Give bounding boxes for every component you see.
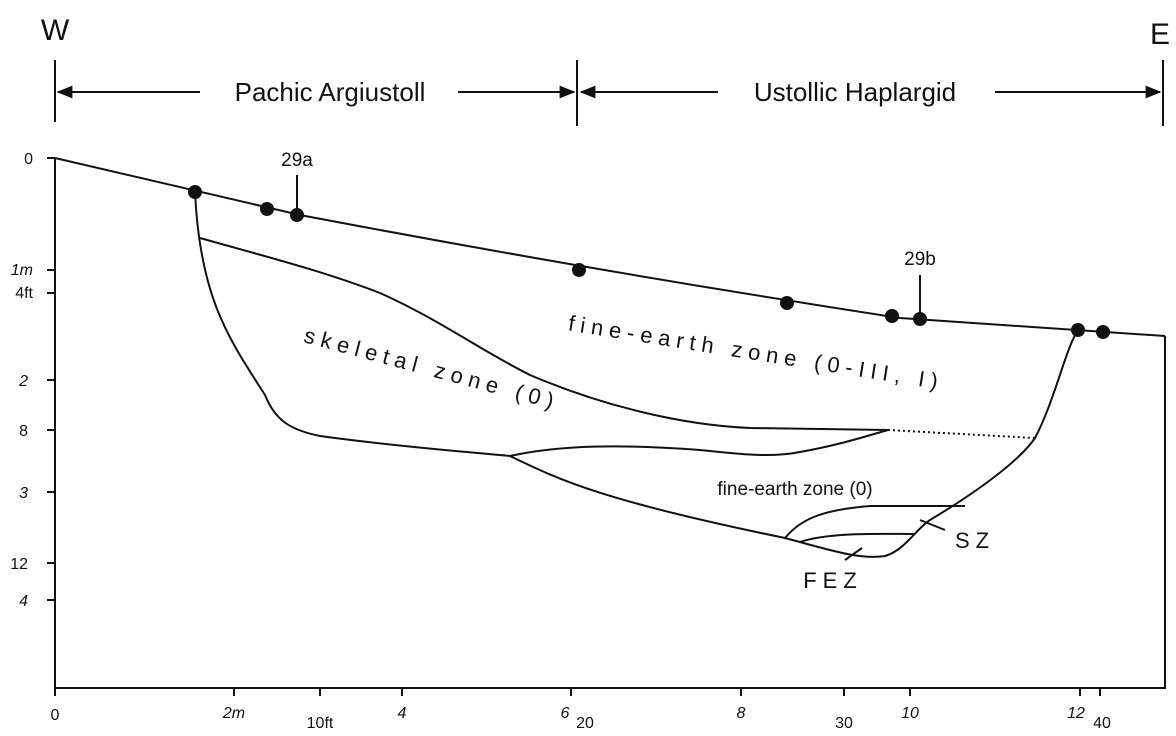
- distance-tick-label: 8: [737, 705, 746, 722]
- sample-points: [188, 185, 1110, 339]
- distance-tick-label: 2m: [222, 705, 245, 722]
- depth-tick-label: 0: [24, 151, 33, 168]
- sample-label: 29b: [904, 249, 936, 270]
- east-label: E: [1150, 18, 1170, 51]
- depth-tick-label: 4: [19, 593, 28, 610]
- distance-tick-label: 20: [576, 715, 594, 732]
- distance-tick-label: 10: [901, 705, 919, 722]
- depth-axis: 0 1m 4ft 2 8 3 12 4: [10, 151, 33, 610]
- depth-tick-label: 1m: [11, 262, 33, 279]
- zone-label: SZ: [955, 528, 995, 553]
- header-arrows: [55, 60, 1163, 126]
- depth-tick-label: 12: [10, 556, 28, 573]
- depth-tick-label: 2: [18, 373, 28, 390]
- distance-tick-label: 30: [835, 715, 853, 732]
- frame: [47, 158, 1165, 696]
- soil-label: Pachic Argiustoll: [235, 77, 426, 107]
- west-label: W: [41, 14, 70, 47]
- cross-section: W E Pachic Argiustoll Ustollic Haplargid…: [0, 0, 1176, 736]
- zone-label: fine-earth zone (0-III, I): [567, 311, 946, 395]
- zone-boundaries: [195, 175, 1078, 560]
- distance-tick-label: 12: [1067, 705, 1085, 722]
- distance-tick-label: 6: [561, 705, 570, 722]
- depth-tick-label: 8: [19, 423, 28, 440]
- distance-tick-label: 40: [1093, 715, 1111, 732]
- zone-label: fine-earth zone (0): [717, 479, 872, 500]
- distance-axis: 0 2m 10ft 4 6 20 8 30 10 12 40: [51, 705, 1111, 732]
- distance-tick-label: 4: [398, 705, 407, 722]
- depth-tick-label: 4ft: [15, 285, 33, 302]
- distance-tick-label: 0: [51, 707, 60, 724]
- sample-label: 29a: [281, 150, 313, 171]
- zone-label: FEZ: [803, 568, 863, 593]
- depth-tick-label: 3: [19, 485, 28, 502]
- distance-tick-label: 10ft: [307, 715, 334, 732]
- soil-label: Ustollic Haplargid: [754, 77, 956, 107]
- zone-label: skeletal zone (0): [301, 323, 562, 415]
